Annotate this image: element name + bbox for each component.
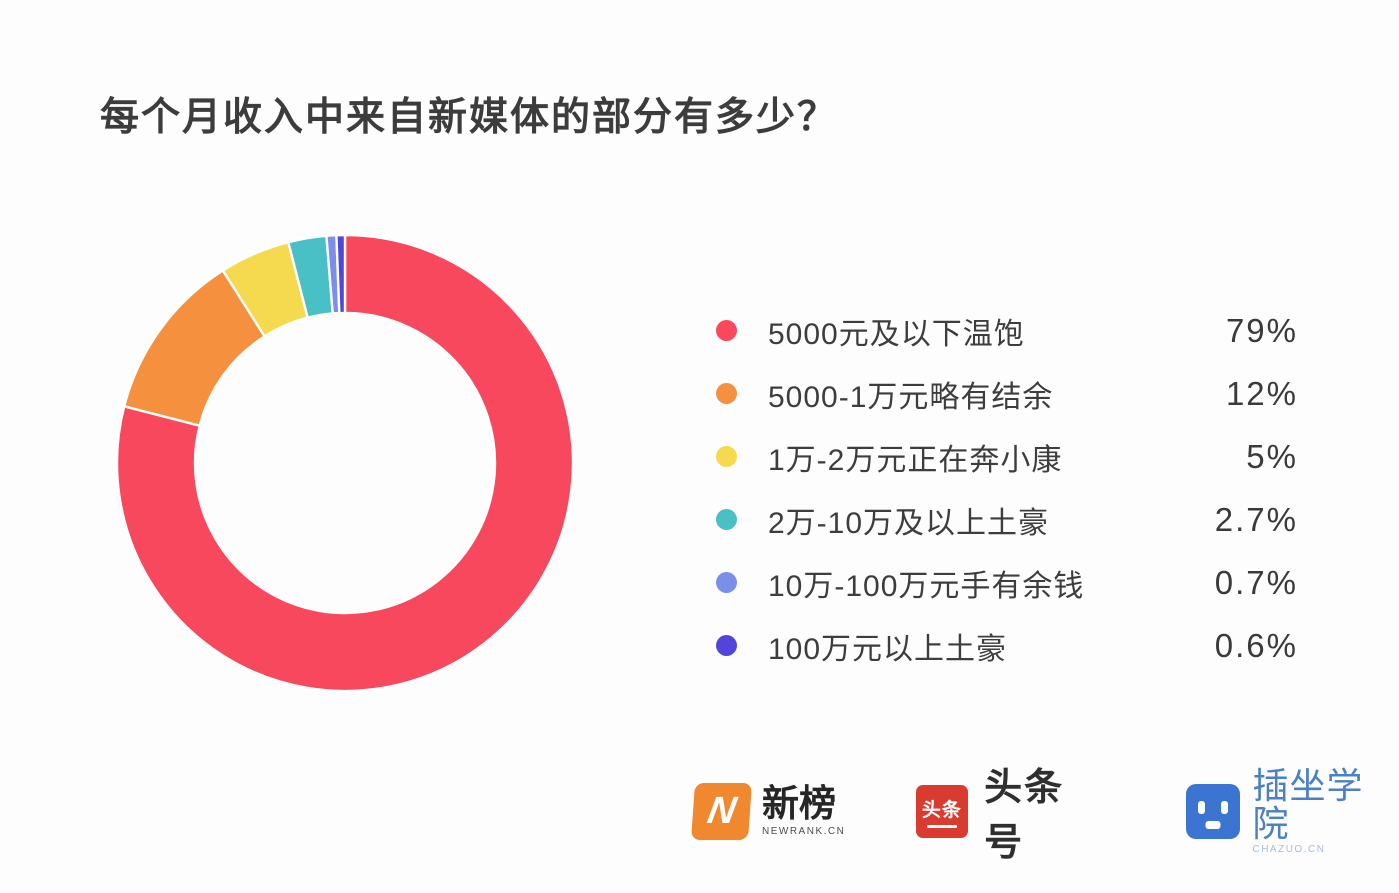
newrank-icon: N <box>691 782 752 840</box>
newrank-wordmark: 新榜 <box>762 783 836 825</box>
donut-chart <box>113 231 577 695</box>
legend-label: 2万-10万及以上土豪 <box>768 506 1050 540</box>
footer-logos: N 新榜 NEWRANK.CN 头条 头条号 插坐学院 <box>691 766 1399 864</box>
newrank-icon-letter: N <box>704 789 739 832</box>
legend-dot <box>716 320 737 341</box>
legend-item: 2万-10万及以上土豪 2.7% <box>708 488 1298 551</box>
legend-label: 10万-100万元手有余钱 <box>768 569 1085 603</box>
legend-label: 5000-1万元略有结余 <box>768 380 1054 414</box>
toutiao-icon-text: 头条 <box>921 799 962 821</box>
donut-slice <box>115 233 575 693</box>
page-title: 每个月收入中来自新媒体的部分有多少？ <box>100 96 839 139</box>
toutiao-wordmark: 头条号 <box>984 767 1065 864</box>
legend-dot <box>716 383 737 404</box>
toutiao-icon: 头条 <box>915 784 969 838</box>
legend-dot <box>716 509 737 530</box>
legend-value: 12% <box>1225 374 1298 412</box>
legend-value: 79% <box>1225 311 1298 349</box>
chazuo-logo: 插坐学院 CHAZUO.CN <box>1186 764 1399 856</box>
legend-label: 5000元及以下温饱 <box>768 317 1025 351</box>
toutiao-icon-underline <box>926 824 957 828</box>
chazuo-wordmark: 插坐学院 <box>1252 764 1364 844</box>
legend-dot <box>716 635 737 656</box>
donut-slice <box>335 233 347 315</box>
toutiao-logo: 头条 头条号 <box>915 756 1103 866</box>
legend-value: 0.7% <box>1214 563 1298 601</box>
donut-chart-svg <box>115 233 575 693</box>
legend-dot <box>716 446 737 467</box>
robot-eye-icon <box>1221 800 1229 814</box>
legend-value: 5% <box>1246 437 1298 475</box>
chazuo-url-text: CHAZUO.CN <box>1252 844 1326 856</box>
newrank-logo: N 新榜 NEWRANK.CN <box>691 782 846 840</box>
legend-label: 100万元以上土豪 <box>768 632 1008 666</box>
chart-legend: 5000元及以下温饱 79% 5000-1万元略有结余 12% 1万-2万元正在… <box>708 299 1298 677</box>
legend-item: 5000元及以下温饱 79% <box>708 299 1298 362</box>
legend-label: 1万-2万元正在奔小康 <box>768 443 1063 477</box>
legend-dot <box>716 572 737 593</box>
legend-value: 2.7% <box>1214 500 1298 538</box>
robot-mouth-icon <box>1205 820 1221 829</box>
newrank-url-text: NEWRANK.CN <box>762 825 846 837</box>
legend-item: 100万元以上土豪 0.6% <box>708 614 1298 677</box>
legend-value: 0.6% <box>1214 626 1298 664</box>
legend-item: 1万-2万元正在奔小康 5% <box>708 425 1298 488</box>
legend-item: 10万-100万元手有余钱 0.7% <box>708 551 1298 614</box>
robot-eye-icon <box>1198 800 1206 814</box>
legend-item: 5000-1万元略有结余 12% <box>708 362 1298 425</box>
chazuo-robot-face-icon <box>1186 783 1241 839</box>
